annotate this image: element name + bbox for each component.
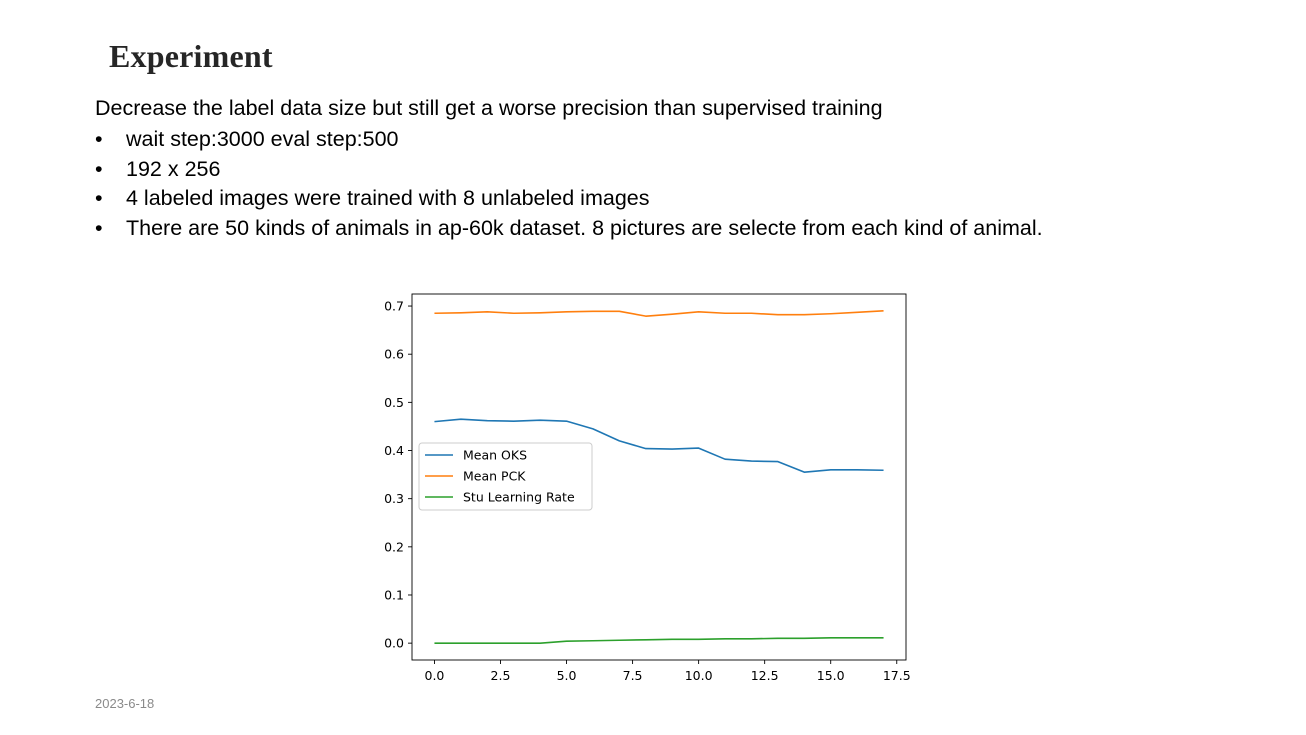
x-tick-label: 17.5 xyxy=(883,668,911,683)
bullet-text: 192 x 256 xyxy=(126,156,221,181)
y-tick-label: 0.5 xyxy=(384,395,404,410)
bullet-text: wait step:3000 eval step:500 xyxy=(126,127,399,151)
series-line-mean-pck xyxy=(434,310,884,317)
bullet-dot: • xyxy=(95,156,103,181)
series-line-stu-learning-rate xyxy=(434,637,884,644)
x-tick-label: 7.5 xyxy=(623,668,643,683)
y-tick-label: 0.7 xyxy=(384,299,404,314)
y-tick-label: 0.4 xyxy=(384,443,404,458)
legend-label: Mean PCK xyxy=(463,469,526,484)
chart-legend: Mean OKS Mean PCK Stu Learning Rate xyxy=(418,442,593,511)
y-tick-label: 0.0 xyxy=(384,636,404,651)
y-tick-label: 0.1 xyxy=(384,587,404,602)
y-tick-label: 0.3 xyxy=(384,491,404,506)
y-tick-label: 0.2 xyxy=(384,539,404,554)
bullet-dot: • xyxy=(95,186,103,211)
plot-frame xyxy=(411,293,907,661)
bullet-dot: • xyxy=(95,215,103,240)
bullet-item: • There are 50 kinds of animals in ap-60k… xyxy=(95,215,1043,245)
x-tick-label: 0.0 xyxy=(425,668,445,683)
slide-date: 2023-6-18 xyxy=(95,696,155,711)
legend-label: Mean OKS xyxy=(463,448,527,463)
bullet-dot: • xyxy=(95,127,103,151)
slide-title: Experiment xyxy=(109,38,273,74)
y-tick-label: 0.6 xyxy=(384,347,404,362)
legend-box xyxy=(418,442,593,511)
x-tick-label: 15.0 xyxy=(817,668,845,683)
bullet-item: • 192 x 256 xyxy=(95,156,1043,186)
legend-label: Stu Learning Rate xyxy=(463,490,575,505)
bullet-text: There are 50 kinds of animals in ap-60k … xyxy=(126,215,1043,240)
bullet-list: • wait step:3000 eval step:500 • 192 x 256… xyxy=(95,126,1043,244)
x-tick-label: 5.0 xyxy=(557,668,577,683)
series-line-mean-oks xyxy=(434,418,884,473)
bullet-item: • 4 labeled images were trained with 8 un… xyxy=(95,185,1043,215)
bullet-text: 4 labeled images were trained with 8 unl… xyxy=(126,186,650,211)
bullet-item: • wait step:3000 eval step:500 xyxy=(95,126,1043,156)
slide-intro-text: Decrease the label data size but still g… xyxy=(95,96,883,120)
x-tick-label: 10.0 xyxy=(685,668,713,683)
x-tick-label: 12.5 xyxy=(751,668,779,683)
x-tick-label: 2.5 xyxy=(491,668,511,683)
